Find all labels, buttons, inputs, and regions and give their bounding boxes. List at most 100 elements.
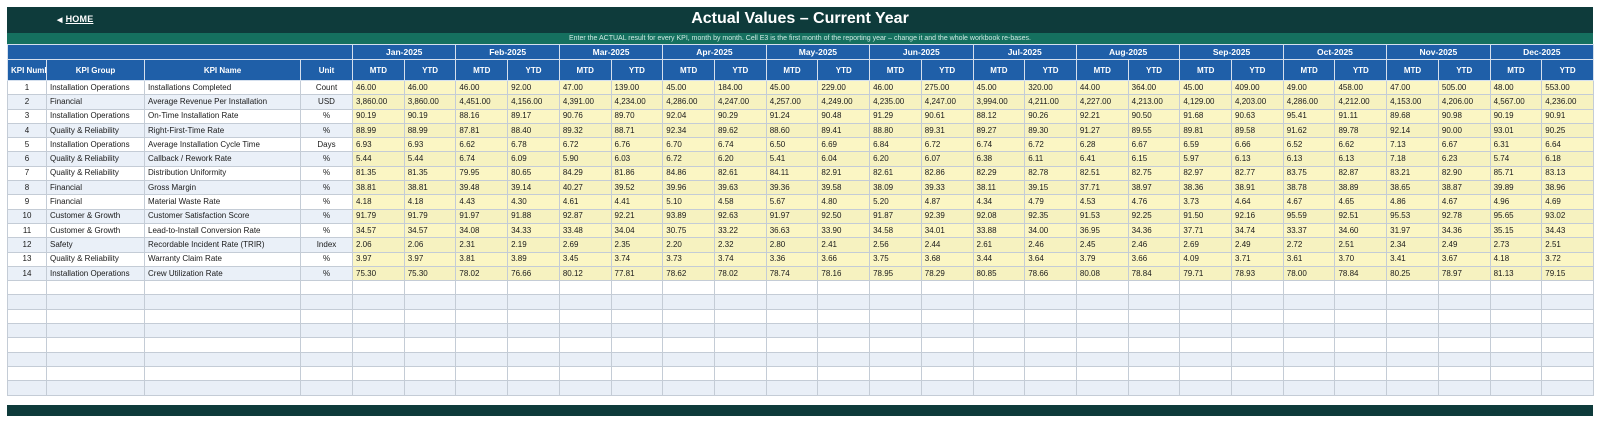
mtd-value-cell[interactable]: 2.34 — [1386, 237, 1439, 253]
ytd-value-cell[interactable]: 3.72 — [1541, 251, 1594, 267]
mtd-value-cell[interactable]: 2.69 — [1179, 237, 1233, 253]
empty-cell[interactable] — [1437, 380, 1491, 396]
mtd-value-cell[interactable]: 2.61 — [972, 237, 1026, 253]
mtd-value-cell[interactable]: 6.52 — [1282, 137, 1336, 153]
empty-cell[interactable] — [558, 337, 612, 353]
mtd-value-cell[interactable]: 3.36 — [765, 251, 819, 267]
empty-cell[interactable] — [765, 280, 819, 296]
ytd-value-cell[interactable]: 6.13 — [1334, 151, 1388, 167]
mtd-value-cell[interactable]: 83.75 — [1282, 165, 1336, 182]
ytd-value-cell[interactable]: 78.29 — [920, 265, 974, 282]
empty-cell[interactable] — [558, 365, 612, 382]
ytd-value-cell[interactable]: 89.17 — [507, 108, 560, 124]
empty-cell[interactable] — [7, 280, 47, 296]
ytd-value-cell[interactable]: 78.02 — [713, 265, 767, 282]
ytd-value-cell[interactable]: 38.97 — [1127, 180, 1181, 196]
empty-cell[interactable] — [403, 294, 457, 310]
empty-cell[interactable] — [455, 308, 509, 325]
ytd-value-cell[interactable]: 92.50 — [817, 208, 871, 224]
empty-cell[interactable] — [1334, 308, 1388, 325]
mtd-value-cell[interactable]: 79.95 — [455, 165, 509, 182]
mtd-value-cell[interactable]: 5.10 — [662, 194, 715, 210]
ytd-value-cell[interactable]: 91.11 — [1334, 108, 1388, 124]
mtd-value-cell[interactable]: 4,257.00 — [765, 94, 819, 110]
empty-cell[interactable] — [662, 365, 715, 382]
empty-cell[interactable] — [558, 308, 612, 325]
empty-cell[interactable] — [300, 337, 353, 353]
mtd-value-cell[interactable]: 3,994.00 — [972, 94, 1026, 110]
empty-cell[interactable] — [144, 380, 301, 396]
ytd-value-cell[interactable]: 3.70 — [1334, 251, 1388, 267]
empty-cell[interactable] — [1386, 308, 1439, 325]
empty-cell[interactable] — [1541, 351, 1594, 367]
empty-cell[interactable] — [713, 365, 767, 382]
empty-cell[interactable] — [403, 280, 457, 296]
mtd-value-cell[interactable]: 75.30 — [352, 265, 405, 282]
mtd-value-cell[interactable]: 2.73 — [1489, 237, 1543, 253]
mtd-value-cell[interactable]: 84.29 — [558, 165, 612, 182]
empty-cell[interactable] — [1075, 337, 1129, 353]
empty-cell[interactable] — [1024, 323, 1077, 339]
empty-cell[interactable] — [1127, 351, 1181, 367]
ytd-value-cell[interactable]: 409.00 — [1231, 79, 1284, 96]
mtd-value-cell[interactable]: 85.71 — [1489, 165, 1543, 182]
mtd-value-cell[interactable]: 89.32 — [558, 122, 612, 139]
empty-cell[interactable] — [1024, 280, 1077, 296]
ytd-value-cell[interactable]: 83.13 — [1541, 165, 1594, 182]
ytd-value-cell[interactable]: 2.41 — [817, 237, 871, 253]
empty-cell[interactable] — [1282, 308, 1336, 325]
ytd-value-cell[interactable]: 34.43 — [1541, 222, 1594, 239]
empty-cell[interactable] — [1437, 308, 1491, 325]
ytd-value-cell[interactable]: 4,234.00 — [610, 94, 664, 110]
mtd-value-cell[interactable]: 6.70 — [662, 137, 715, 153]
mtd-value-cell[interactable]: 4,235.00 — [869, 94, 922, 110]
mtd-value-cell[interactable]: 4,227.00 — [1075, 94, 1129, 110]
mtd-value-cell[interactable]: 39.96 — [662, 180, 715, 196]
mtd-value-cell[interactable]: 45.00 — [662, 79, 715, 96]
source-link[interactable]: Source: NextGenTemplates.Com — [1469, 406, 1593, 415]
mtd-value-cell[interactable]: 4,567.00 — [1489, 94, 1543, 110]
empty-cell[interactable] — [610, 323, 664, 339]
empty-cell[interactable] — [869, 323, 922, 339]
mtd-value-cell[interactable]: 47.00 — [1386, 79, 1439, 96]
empty-cell[interactable] — [300, 323, 353, 339]
empty-cell[interactable] — [403, 380, 457, 396]
empty-cell[interactable] — [1334, 337, 1388, 353]
empty-cell[interactable] — [1231, 337, 1284, 353]
empty-cell[interactable] — [765, 351, 819, 367]
empty-cell[interactable] — [300, 280, 353, 296]
empty-cell[interactable] — [7, 351, 47, 367]
empty-cell[interactable] — [558, 380, 612, 396]
empty-cell[interactable] — [7, 337, 47, 353]
empty-cell[interactable] — [662, 337, 715, 353]
mtd-value-cell[interactable]: 88.12 — [972, 108, 1026, 124]
empty-cell[interactable] — [920, 351, 974, 367]
mtd-value-cell[interactable]: 95.41 — [1282, 108, 1336, 124]
empty-cell[interactable] — [144, 351, 301, 367]
mtd-value-cell[interactable]: 30.75 — [662, 222, 715, 239]
ytd-value-cell[interactable]: 46.00 — [403, 79, 457, 96]
empty-cell[interactable] — [1075, 280, 1129, 296]
mtd-value-cell[interactable]: 80.85 — [972, 265, 1026, 282]
mtd-value-cell[interactable]: 4.09 — [1179, 251, 1233, 267]
empty-cell[interactable] — [1386, 280, 1439, 296]
mtd-value-cell[interactable]: 6.41 — [1075, 151, 1129, 167]
mtd-value-cell[interactable]: 95.65 — [1489, 208, 1543, 224]
empty-cell[interactable] — [403, 323, 457, 339]
mtd-value-cell[interactable]: 46.00 — [455, 79, 509, 96]
ytd-value-cell[interactable]: 34.04 — [610, 222, 664, 239]
empty-cell[interactable] — [817, 365, 871, 382]
empty-cell[interactable] — [1489, 294, 1543, 310]
empty-cell[interactable] — [817, 337, 871, 353]
empty-cell[interactable] — [300, 365, 353, 382]
ytd-value-cell[interactable]: 6.13 — [1231, 151, 1284, 167]
empty-cell[interactable] — [1282, 323, 1336, 339]
mtd-value-cell[interactable]: 36.63 — [765, 222, 819, 239]
ytd-value-cell[interactable]: 4,203.00 — [1231, 94, 1284, 110]
mtd-value-cell[interactable]: 4,391.00 — [558, 94, 612, 110]
ytd-value-cell[interactable]: 4,213.00 — [1127, 94, 1181, 110]
ytd-value-cell[interactable]: 4.58 — [713, 194, 767, 210]
ytd-value-cell[interactable]: 38.87 — [1437, 180, 1491, 196]
ytd-value-cell[interactable]: 88.40 — [507, 122, 560, 139]
mtd-value-cell[interactable]: 6.62 — [455, 137, 509, 153]
